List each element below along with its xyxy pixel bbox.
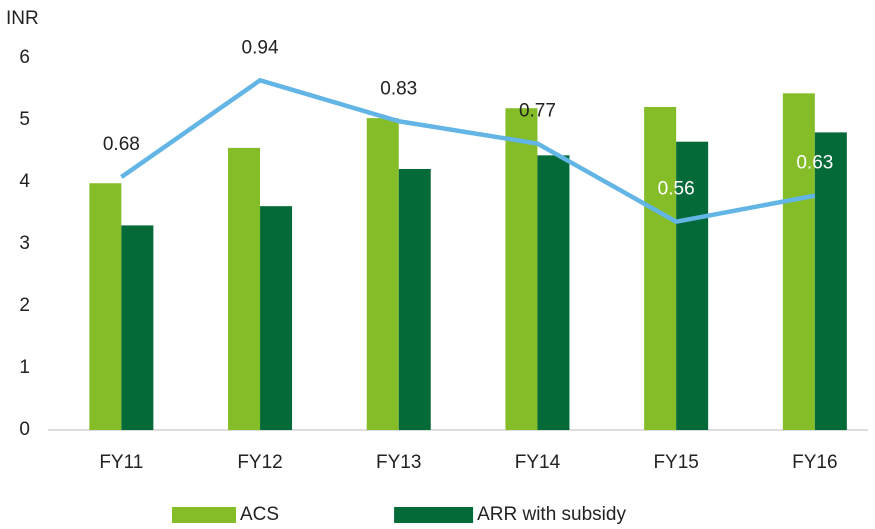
x-tick-label: FY15 bbox=[653, 452, 698, 473]
bar bbox=[782, 93, 815, 430]
x-tick-label: FY16 bbox=[792, 452, 837, 473]
bar bbox=[260, 206, 293, 430]
y-tick-label: 4 bbox=[19, 171, 30, 192]
bar bbox=[89, 183, 122, 430]
bar bbox=[366, 118, 399, 430]
bar bbox=[814, 132, 847, 430]
data-label: 0.94 bbox=[242, 37, 279, 58]
y-tick-label: 5 bbox=[19, 109, 30, 130]
y-tick-label: 3 bbox=[19, 233, 30, 254]
bar bbox=[398, 168, 431, 431]
data-label: 0.68 bbox=[103, 134, 140, 155]
legend-swatch bbox=[172, 507, 236, 523]
line bbox=[120, 78, 816, 224]
data-label: 0.83 bbox=[380, 78, 417, 99]
y-tick-label: 2 bbox=[19, 295, 30, 316]
x-tick-label: FY14 bbox=[515, 452, 561, 473]
legend-label: ARR with subsidy bbox=[477, 504, 626, 525]
legend-label: ACS bbox=[240, 504, 279, 525]
y-tick-label: 6 bbox=[19, 47, 30, 68]
bar bbox=[505, 108, 538, 430]
x-tick-label: FY12 bbox=[237, 452, 282, 473]
bar bbox=[676, 141, 709, 430]
x-tick-label: FY11 bbox=[99, 452, 143, 473]
bar bbox=[121, 225, 154, 430]
legend-swatch bbox=[394, 507, 474, 523]
y-axis-label: INR bbox=[6, 8, 39, 29]
bar bbox=[644, 106, 677, 430]
bar bbox=[537, 155, 570, 430]
bar bbox=[228, 147, 261, 430]
x-tick-label: FY13 bbox=[376, 452, 421, 473]
y-tick-label: 1 bbox=[19, 357, 30, 378]
data-label: 0.56 bbox=[658, 179, 695, 200]
data-label: 0.63 bbox=[796, 153, 833, 174]
y-tick-label: 0 bbox=[19, 419, 30, 440]
data-label: 0.77 bbox=[519, 101, 556, 122]
